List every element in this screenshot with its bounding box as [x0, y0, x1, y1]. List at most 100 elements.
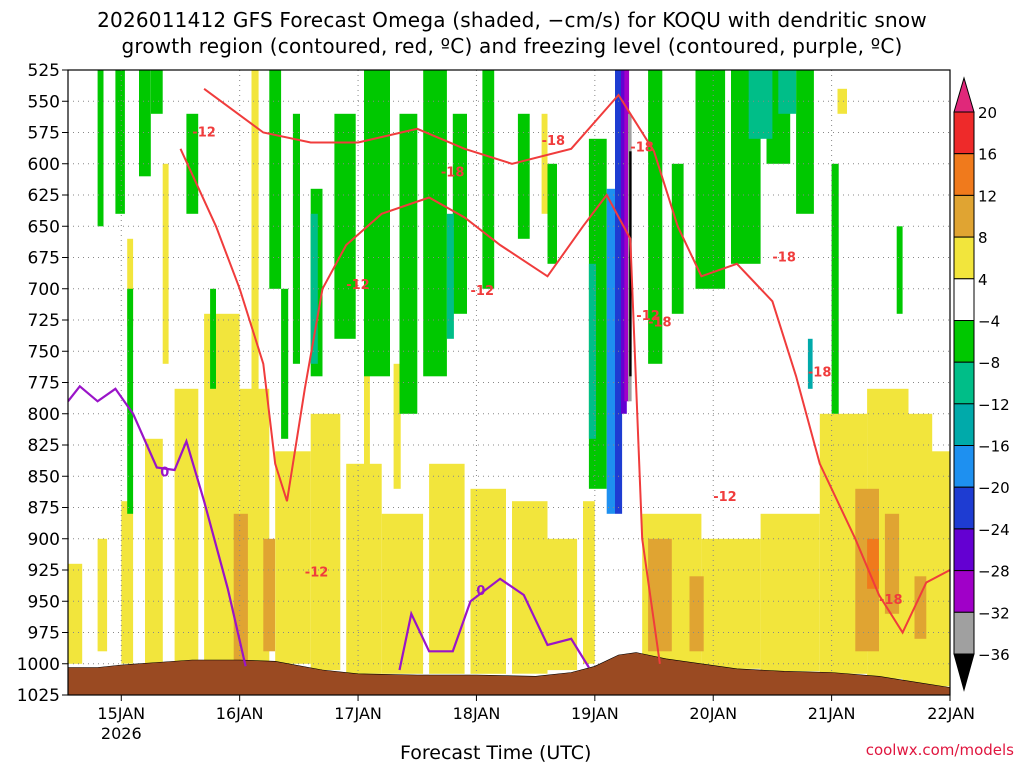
subsidence-green-band: [831, 163, 839, 414]
ascent-yellow-band: [275, 451, 311, 664]
core-blue-band: [606, 188, 615, 514]
contour-label-red: -12: [346, 278, 370, 293]
colorbar-segment: [953, 194, 975, 238]
ascent-yellow-band: [204, 313, 240, 664]
subsidence-green-band: [695, 70, 726, 289]
ascent-yellow-band: [583, 501, 595, 664]
ascent-yellow-band: [68, 563, 83, 664]
subsidence-green-band: [269, 70, 282, 289]
colorbar-segment: [953, 111, 975, 155]
colorbar-label: 12: [978, 187, 997, 205]
colorbar-segment: [953, 445, 975, 488]
y-tick-label: 925: [28, 561, 60, 581]
ascent-yellow-band: [926, 451, 950, 687]
y-tick-label: 825: [28, 436, 60, 456]
y-tick-label: 700: [28, 280, 60, 300]
colorbar-segment: [953, 653, 975, 692]
colorbar-segment: [953, 486, 975, 530]
ascent-yellow-band: [547, 538, 578, 671]
ascent-yellow-band: [512, 501, 548, 674]
colorbar-segment: [953, 320, 975, 363]
ascent-orange-band: [263, 538, 276, 652]
subsidence-teal-band: [310, 213, 318, 364]
ascent-yellow-band: [470, 488, 506, 674]
colorbar-label: −24: [978, 521, 1010, 539]
x-axis: 15JAN 16JAN 17JAN 18JAN 19JAN 20JAN 21JAN 22JAN…: [97, 695, 975, 743]
colorbar-label: −16: [978, 438, 1010, 456]
y-tick-label: 975: [28, 624, 60, 644]
y-tick-label: 675: [28, 249, 60, 269]
y-tick-label: 1000: [17, 655, 60, 675]
contour-label-red: -12: [192, 125, 216, 140]
y-tick-label: 600: [28, 155, 60, 175]
y-tick-label: 1025: [17, 686, 60, 706]
subsidence-green-band: [127, 288, 134, 514]
subsidence-green-band: [517, 113, 530, 239]
y-tick-label: 650: [28, 217, 60, 237]
ascent-yellow-band: [127, 238, 134, 327]
colorbar-label: −4: [978, 313, 1000, 331]
x-tick-label: 21JAN: [808, 704, 856, 723]
colorbar-segment: [953, 76, 975, 113]
colorbar-segment: [953, 236, 975, 280]
contour-label-red: -18: [648, 315, 672, 330]
ascent-yellow-band: [121, 501, 134, 664]
subsidence-green-band: [671, 163, 684, 314]
contour-label-red: -12: [305, 565, 329, 580]
x-axis-label: Forecast Time (UTC): [400, 742, 592, 764]
core-darkblue-band: [615, 70, 623, 514]
subsidence-green-band: [796, 70, 814, 214]
colorbar-label: −36: [978, 646, 1010, 664]
subsidence-green-band: [482, 70, 495, 289]
freezing-level-contour-a: [68, 384, 247, 667]
ascent-orange-band: [689, 576, 704, 652]
colorbar-label: 20: [978, 104, 997, 122]
subsidence-green-band: [547, 163, 557, 264]
colorbar-segment: [953, 611, 975, 655]
subsidence-green-band: [399, 113, 418, 414]
subsidence-teal-band: [446, 213, 454, 339]
subsidence-green-band: [423, 70, 447, 377]
ascent-yellow-band: [346, 463, 382, 674]
colorbar: 20 16 12 8 4 −4 −8 −12 −16 −20 −24 −28 −32 −36: [953, 76, 1010, 692]
contour-lines: -12-18-18-12 -12-18-12-18-18-12-18-12-180…: [68, 87, 950, 671]
ascent-yellow-band: [837, 88, 847, 114]
ascent-orange-band: [914, 576, 927, 639]
subsidence-green-band: [292, 113, 300, 364]
terrain: [68, 652, 950, 695]
subsidence-green-band: [896, 226, 903, 314]
subsidence-green-band: [97, 70, 104, 227]
colorbar-segment: [953, 403, 975, 446]
y-axis: 525 550 575 600 625 650 675 700 725 750 775 800 825 8…: [17, 61, 68, 706]
grid-lines: [68, 70, 950, 695]
y-tick-label: 725: [28, 311, 60, 331]
core-violet-band: [620, 70, 627, 414]
contour-label-red: -18: [808, 365, 832, 380]
dgz-minus12-contour: [179, 148, 661, 664]
subsidence-teal-band: [778, 70, 797, 114]
freezing-level-contour-b: [398, 577, 590, 671]
ascent-yellow-band: [174, 388, 199, 664]
y-tick-label: 625: [28, 186, 60, 206]
subsidence-green-band: [281, 288, 289, 439]
core-purple-band: [624, 70, 630, 402]
subsidence-green-band: [210, 288, 216, 389]
ascent-yellow-band: [310, 413, 341, 671]
contour-label-purple: 0: [160, 465, 169, 480]
ascent-yellow-band: [760, 513, 820, 672]
contour-label-red: -18: [772, 250, 796, 265]
colorbar-label: −28: [978, 563, 1010, 581]
chart-title-line1: 2026011412 GFS Forecast Omega (shaded, −…: [97, 8, 927, 32]
ascent-yellow-band: [97, 538, 108, 652]
y-tick-label: 950: [28, 592, 60, 612]
colorbar-segment: [953, 570, 975, 613]
subsidence-green-band: [648, 70, 663, 364]
x-tick-label: 16JAN: [216, 704, 264, 723]
colorbar-label: 8: [978, 229, 988, 247]
y-tick-label: 575: [28, 124, 60, 144]
subsidence-teal-band: [748, 70, 773, 139]
contour-label-red: -12: [471, 284, 495, 299]
colorbar-label: 4: [978, 271, 988, 289]
ascent-strong-band: [867, 538, 879, 589]
